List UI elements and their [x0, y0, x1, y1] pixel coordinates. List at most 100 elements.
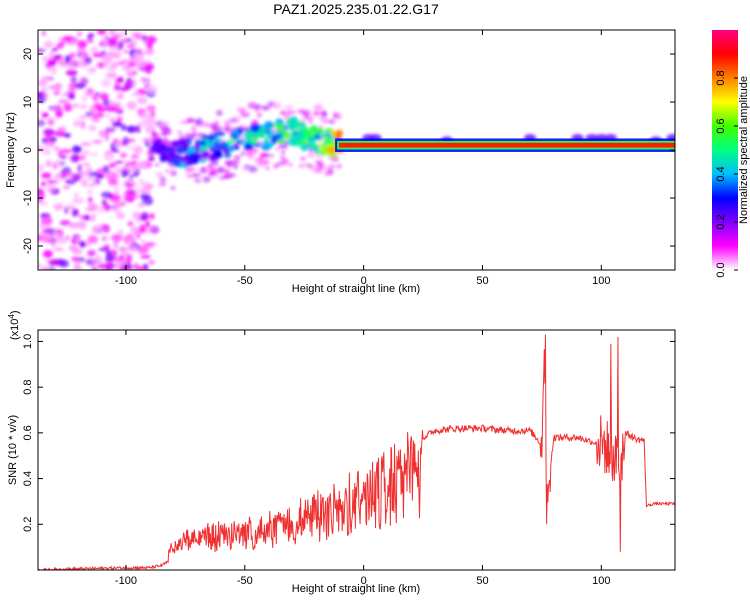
- halo-blob: [155, 172, 164, 178]
- halo-blob: [207, 171, 217, 175]
- ridge-blob: [250, 127, 261, 133]
- noise-blob: [116, 92, 124, 100]
- noise-blob: [144, 49, 155, 55]
- ridge-blob: [201, 149, 210, 159]
- halo-blob: [280, 150, 286, 155]
- ridge-blob: [264, 136, 270, 141]
- halo-blob: [217, 167, 225, 174]
- noise-blob: [133, 160, 146, 168]
- noise-blob: [38, 48, 47, 53]
- noise-blob: [41, 112, 49, 118]
- noise-blob: [140, 239, 146, 245]
- noise-blob: [93, 103, 104, 107]
- noise-blob: [89, 46, 100, 54]
- noise-blob: [110, 256, 116, 262]
- colorbar-tick-label: 0.0: [715, 262, 727, 277]
- halo-blob: [321, 119, 332, 124]
- ridge-blob: [246, 134, 252, 143]
- noise-blob: [103, 152, 115, 161]
- noise-blob: [140, 77, 146, 82]
- colorbar-tick-label: 0.2: [715, 214, 727, 229]
- x-tick-label: 50: [476, 575, 488, 587]
- snr-x-label: Height of straight line (km): [292, 583, 420, 595]
- halo-blob: [170, 170, 178, 177]
- halo-blob: [250, 148, 259, 154]
- noise-blob: [71, 208, 76, 217]
- noise-blob: [118, 266, 129, 270]
- noise-blob: [42, 239, 53, 243]
- noise-blob: [96, 173, 105, 179]
- noise-blob: [79, 77, 89, 86]
- y-tick-label: 10: [22, 96, 34, 108]
- noise-blob: [126, 100, 137, 110]
- halo-blob: [284, 105, 294, 109]
- halo-blob: [312, 110, 320, 117]
- halo-blob: [288, 110, 297, 115]
- noise-blob: [53, 247, 64, 252]
- noise-blob: [120, 38, 129, 44]
- noise-blob: [96, 30, 107, 35]
- noise-blob: [126, 125, 137, 133]
- halo-blob: [308, 164, 318, 171]
- noise-blob: [79, 103, 88, 110]
- ridge-blob: [223, 153, 232, 158]
- halo-blob: [300, 156, 306, 161]
- spectrogram-data: [38, 30, 675, 270]
- noise-blob: [84, 88, 95, 97]
- noise-blob: [55, 236, 68, 245]
- noise-blob: [123, 49, 128, 54]
- ridge-blob: [214, 131, 226, 137]
- halo-blob: [224, 168, 230, 174]
- noise-blob: [86, 176, 94, 181]
- noise-blob: [125, 188, 137, 195]
- noise-blob: [144, 242, 156, 247]
- ridge-blob: [327, 152, 339, 158]
- halo-blob: [327, 164, 338, 169]
- noise-blob: [81, 162, 91, 167]
- noise-blob: [110, 117, 115, 124]
- noise-blob: [101, 78, 111, 88]
- noise-blob: [91, 265, 98, 270]
- noise-blob: [81, 96, 88, 102]
- noise-blob: [115, 116, 123, 123]
- ridge-blob: [271, 135, 277, 145]
- noise-blob: [146, 118, 157, 126]
- noise-blob: [86, 39, 94, 44]
- noise-blob: [59, 220, 72, 226]
- noise-blob: [38, 163, 44, 173]
- noise-blob: [95, 254, 101, 262]
- ridge-blob: [264, 121, 273, 131]
- noise-blob: [139, 212, 150, 221]
- noise-blob: [57, 126, 67, 132]
- noise-blob: [87, 249, 97, 257]
- noise-blob: [80, 51, 89, 59]
- noise-blob: [138, 179, 144, 183]
- noise-blob: [98, 129, 107, 138]
- noise-blob: [48, 106, 60, 112]
- halo-blob: [287, 162, 294, 167]
- noise-blob: [127, 221, 134, 226]
- noise-blob: [48, 117, 58, 122]
- tone-band-core: [339, 142, 675, 148]
- noise-blob: [43, 228, 56, 233]
- noise-blob: [126, 79, 136, 84]
- noise-blob: [53, 90, 61, 96]
- noise-blob: [78, 114, 89, 119]
- noise-blob: [40, 234, 53, 241]
- noise-blob: [62, 185, 71, 189]
- snr-panel: -100 -50 0 50 100 0.2 0.4 0.6 0.8 1.0 Height of …: [7, 310, 676, 595]
- noise-blob: [135, 218, 140, 225]
- noise-blob: [127, 61, 137, 68]
- noise-blob: [38, 143, 42, 147]
- noise-blob: [96, 168, 105, 175]
- noise-blob: [41, 30, 46, 37]
- noise-blob: [133, 145, 143, 155]
- halo-blob: [280, 155, 285, 160]
- y-tick-label: 0.4: [22, 471, 34, 486]
- noise-blob: [40, 216, 53, 225]
- noise-blob: [140, 244, 149, 253]
- noise-blob: [38, 110, 44, 114]
- noise-blob: [65, 69, 78, 76]
- halo-blob: [323, 171, 331, 176]
- noise-blob: [43, 128, 55, 136]
